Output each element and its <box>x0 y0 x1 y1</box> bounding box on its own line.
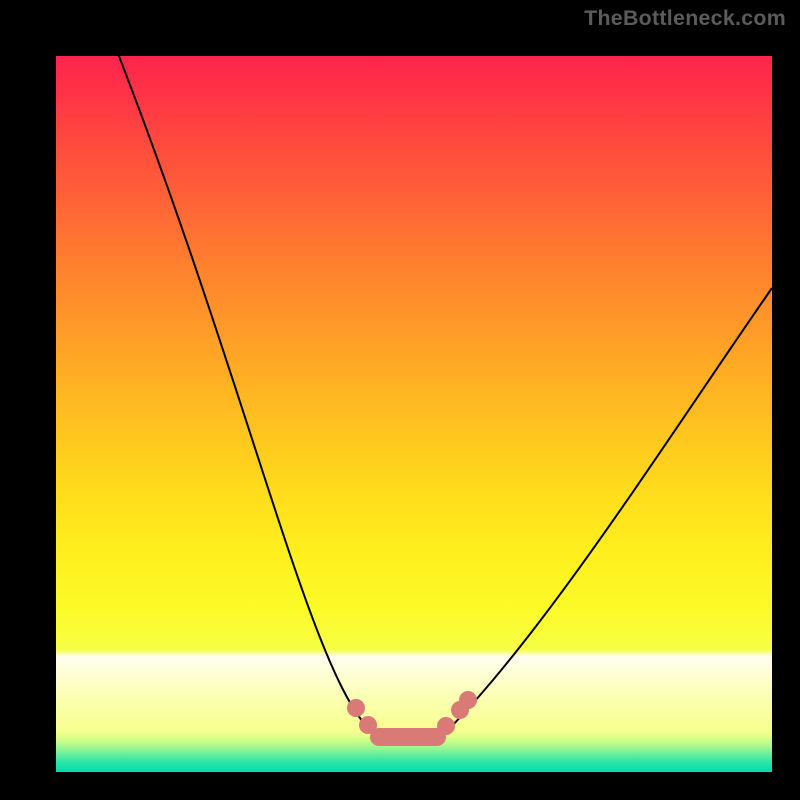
plot-area <box>28 28 772 772</box>
marker-dot <box>459 691 477 709</box>
chart-stage: TheBottleneck.com <box>0 0 800 800</box>
watermark-text: TheBottleneck.com <box>584 6 786 31</box>
bottleneck-chart <box>0 0 800 800</box>
marker-flat <box>370 728 446 746</box>
gradient-background <box>28 28 772 772</box>
marker-dot <box>347 699 365 717</box>
